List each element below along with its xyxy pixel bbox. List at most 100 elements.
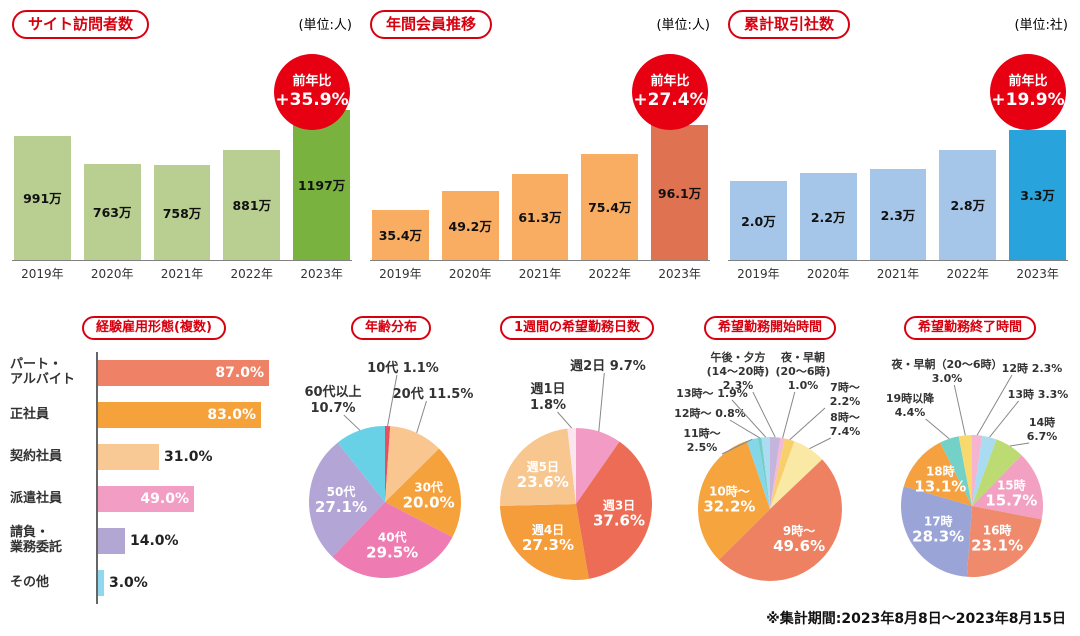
pie-slice	[972, 455, 1044, 520]
pie-label: 40代	[378, 530, 407, 545]
x-tick-label: 2019年	[21, 266, 64, 281]
chart-title-badge: 経験雇用形態(複数)	[82, 315, 226, 340]
yoy-badge: 前年比 +27.4%	[632, 54, 708, 130]
pie-slice	[972, 439, 1022, 506]
bar: 2.3万	[869, 168, 927, 260]
pie-label: (14〜20時)	[707, 364, 770, 378]
chart-age-distribution: 年齢分布 10代 1.1% 20代 11.5% 30代 20.0% 40代 29.5% 50…	[298, 315, 484, 622]
chart-header: 希望勤務終了時間	[870, 315, 1070, 340]
bar: 881万	[223, 149, 281, 260]
bar-value-label: 14.0%	[130, 533, 179, 549]
hbar-row: パート・ アルバイト 87.0%	[10, 352, 298, 394]
pie-label: 7時〜	[830, 380, 860, 394]
pie-label: 10時〜	[709, 483, 750, 498]
bar-segment: 49.0%	[98, 486, 194, 512]
bar-value-label: 2.8万	[950, 198, 986, 214]
label-leader-line	[729, 419, 760, 439]
bar-segment	[98, 444, 159, 470]
pie-label: 60代以上	[304, 384, 361, 400]
bar-value-label: 2.3万	[880, 207, 916, 223]
bar-track: 83.0%	[96, 394, 298, 436]
chart-header: 年間会員推移 (単位:人)	[370, 10, 710, 39]
pie-label: 11時〜	[683, 426, 720, 440]
pie-label: 13時〜 1.9%	[676, 386, 748, 400]
yoy-label: 前年比	[292, 74, 332, 89]
pie-label: 週4日	[532, 522, 564, 537]
pie-label: 1.8%	[530, 398, 566, 413]
label-leader-line	[953, 384, 966, 436]
pie-slice	[903, 442, 972, 506]
x-tick-label: 2022年	[588, 266, 632, 281]
label-leader-line	[343, 414, 361, 431]
pie-slice	[757, 437, 770, 509]
bar: 3.3万	[1009, 129, 1066, 260]
bar-area: 991万 763万 758万 881万 1197万	[12, 99, 352, 261]
bar-value-label: 3.0%	[109, 575, 148, 591]
hbar-row: 正社員 83.0%	[10, 394, 298, 436]
pie-label: 1.0%	[788, 379, 819, 392]
category-label: その他	[10, 574, 50, 590]
bar-area: 2.0万 2.2万 2.3万 2.8万 3.3万	[728, 99, 1068, 261]
chart-title-badge: 希望勤務開始時間	[703, 315, 836, 340]
pie-label: 20.0%	[403, 493, 455, 511]
category-label: 契約社員	[10, 448, 63, 464]
label-leader-line	[387, 374, 398, 427]
bar: 1197万	[293, 109, 350, 260]
unit-label: (単位:人)	[298, 18, 352, 33]
pie-slice	[940, 436, 972, 506]
bar-value-label: 758万	[162, 205, 202, 221]
pie-label: 49.6%	[773, 537, 825, 555]
x-tick-label: 2023年	[1016, 266, 1059, 281]
pie-label: 3.0%	[932, 372, 963, 385]
bar-value-label: 61.3万	[518, 210, 562, 226]
chart-header: 経験雇用形態(複数)	[10, 315, 298, 340]
pie-label: 17時	[924, 514, 953, 529]
top-charts-row: サイト訪問者数 (単位:人) 前年比 +35.9% 991万 763万 758万 88…	[0, 0, 1080, 282]
chart-title-badge: 年齢分布	[350, 315, 431, 340]
x-tick-label: 2020年	[90, 266, 134, 281]
bar-value-label: 35.4万	[378, 228, 423, 244]
pie-label: 29.5%	[366, 544, 418, 562]
pie-label: 28.3%	[912, 528, 964, 546]
pie-label: 2.5%	[687, 441, 718, 454]
hbar-row: その他 3.0%	[10, 562, 298, 604]
pie-label: 27.1%	[315, 498, 367, 516]
chart-desired-end-time: 希望勤務終了時間 12時 2.3% 13時 3.3% 14時 6.7% 15時 15.7%…	[870, 315, 1070, 622]
bar-segment: 87.0%	[98, 360, 269, 386]
pie-label: 13時 3.3%	[1008, 387, 1069, 401]
category-label: 正社員	[10, 406, 50, 422]
pie-label: 9時〜	[783, 523, 815, 538]
chart-title-badge: 累計取引社数	[728, 10, 851, 39]
bar-value-label: 83.0%	[207, 407, 256, 423]
category-label: 派遣社員	[10, 490, 63, 506]
pie-label: 19時以降	[886, 391, 935, 405]
pie-label: 27.3%	[522, 536, 574, 554]
pie-label: 週1日	[530, 382, 565, 397]
pie-label: 32.2%	[703, 497, 755, 515]
x-tick-label: 2019年	[737, 266, 780, 281]
pie-label: 6.7%	[1027, 430, 1058, 443]
pie-slice	[746, 438, 770, 509]
pie-label: 15.7%	[985, 492, 1037, 510]
bar-track: 14.0%	[96, 520, 298, 562]
pie-label: 2.2%	[830, 395, 861, 408]
pie-label: 週5日	[527, 459, 559, 474]
label-leader-line	[789, 407, 826, 441]
pie-slice	[770, 438, 795, 509]
bar-segment: 83.0%	[98, 402, 261, 428]
x-tick-label: 2019年	[379, 266, 422, 281]
bar-track: 3.0%	[96, 562, 298, 604]
chart-weekly-work-days: 1週間の希望勤務日数 週2日 9.7% 週3日 37.6% 週4日 27.3% 週5日 23…	[484, 315, 670, 622]
bar: 2.0万	[730, 180, 787, 260]
pie-slice	[385, 426, 440, 502]
pie-slice	[972, 435, 997, 506]
bar-value-label: 31.0%	[164, 449, 213, 465]
yoy-value: +27.4%	[633, 89, 707, 110]
pie-label: 18時	[926, 464, 955, 479]
x-tick-label: 2020年	[806, 266, 850, 281]
yoy-badge: 前年比 +19.9%	[990, 54, 1066, 130]
category-label: 請負・ 業務委託	[10, 525, 63, 555]
pie-slice	[385, 426, 391, 502]
